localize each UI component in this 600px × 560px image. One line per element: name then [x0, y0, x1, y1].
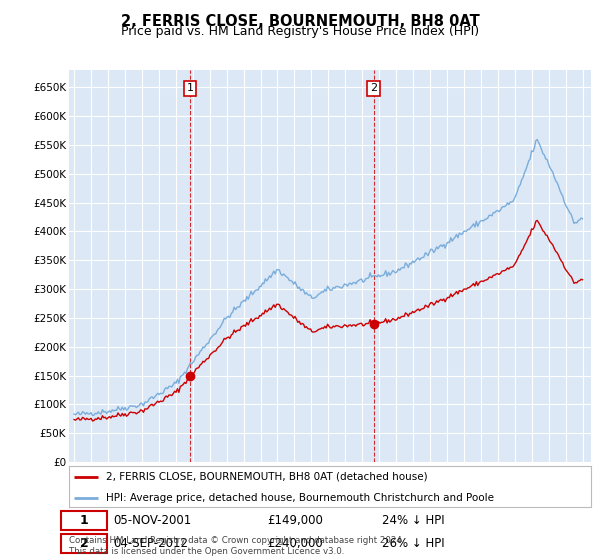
Text: 2, FERRIS CLOSE, BOURNEMOUTH, BH8 0AT (detached house): 2, FERRIS CLOSE, BOURNEMOUTH, BH8 0AT (d… [106, 472, 427, 482]
Text: 26% ↓ HPI: 26% ↓ HPI [382, 537, 445, 550]
Text: 1: 1 [80, 514, 89, 527]
Text: HPI: Average price, detached house, Bournemouth Christchurch and Poole: HPI: Average price, detached house, Bour… [106, 493, 494, 503]
Text: 2, FERRIS CLOSE, BOURNEMOUTH, BH8 0AT: 2, FERRIS CLOSE, BOURNEMOUTH, BH8 0AT [121, 14, 479, 29]
Text: 24% ↓ HPI: 24% ↓ HPI [382, 514, 445, 527]
Text: £149,000: £149,000 [268, 514, 323, 527]
Text: 2: 2 [80, 537, 89, 550]
Text: Contains HM Land Registry data © Crown copyright and database right 2024.
This d: Contains HM Land Registry data © Crown c… [69, 536, 404, 556]
Text: 05-NOV-2001: 05-NOV-2001 [113, 514, 191, 527]
Text: £240,000: £240,000 [268, 537, 323, 550]
FancyBboxPatch shape [61, 534, 107, 553]
Text: Price paid vs. HM Land Registry's House Price Index (HPI): Price paid vs. HM Land Registry's House … [121, 25, 479, 38]
Text: 2: 2 [370, 83, 377, 94]
Text: 04-SEP-2012: 04-SEP-2012 [113, 537, 188, 550]
Text: 1: 1 [187, 83, 194, 94]
FancyBboxPatch shape [61, 511, 107, 530]
